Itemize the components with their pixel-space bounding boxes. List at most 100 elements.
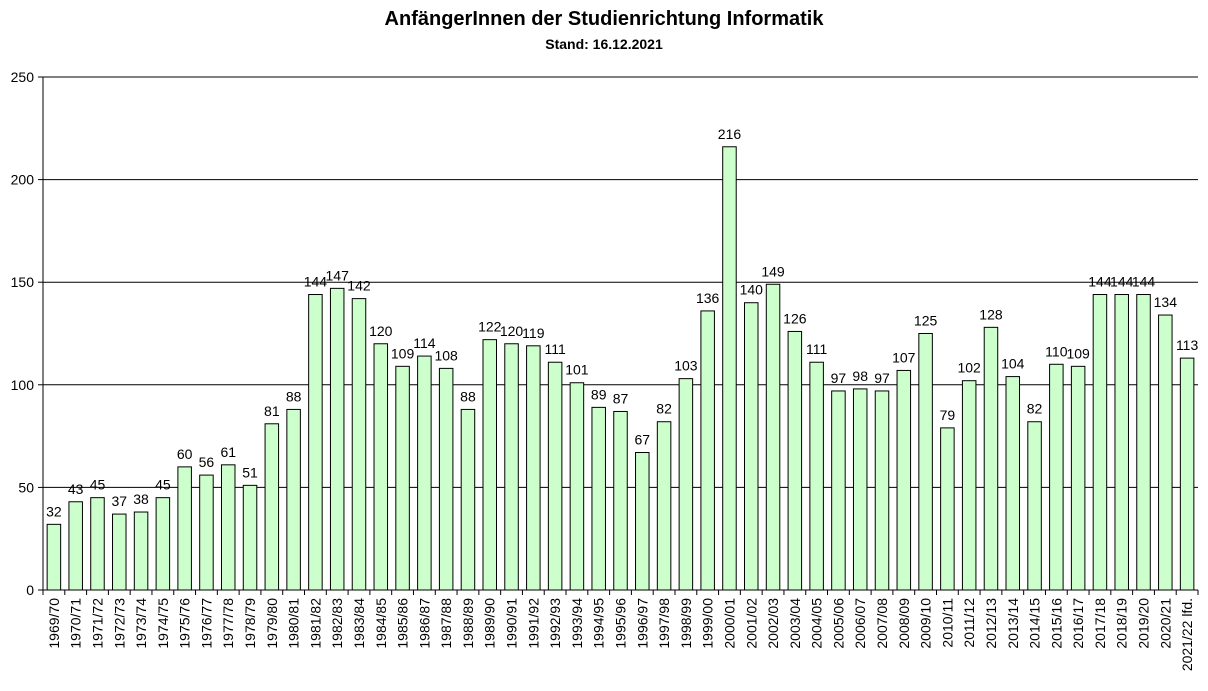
x-tick-label: 2006/07 bbox=[852, 598, 868, 649]
bar bbox=[1114, 294, 1129, 591]
bar bbox=[68, 501, 83, 591]
chart-title: AnfängerInnen der Studienrichtung Inform… bbox=[384, 8, 824, 30]
x-tick-label: 2002/03 bbox=[765, 598, 781, 649]
bar bbox=[961, 380, 977, 591]
x-tick-label: 2004/05 bbox=[809, 598, 825, 649]
data-label: 32 bbox=[46, 503, 62, 519]
data-label: 45 bbox=[90, 477, 106, 493]
x-tick-label: 1979/80 bbox=[264, 598, 280, 649]
data-label: 120 bbox=[500, 323, 524, 339]
data-label: 107 bbox=[892, 349, 916, 365]
data-label: 113 bbox=[1176, 337, 1199, 353]
data-label: 102 bbox=[957, 360, 981, 376]
bar bbox=[373, 343, 389, 591]
x-tick-label: 2001/02 bbox=[743, 598, 759, 649]
bar bbox=[722, 146, 737, 591]
bar bbox=[1179, 357, 1195, 591]
bar bbox=[678, 378, 694, 591]
x-tick-label: 1974/75 bbox=[155, 598, 171, 649]
bar bbox=[743, 302, 759, 591]
x-tick-label: 2019/20 bbox=[1136, 598, 1152, 649]
data-label: 103 bbox=[674, 358, 698, 374]
x-tick-label: 1999/00 bbox=[700, 598, 716, 649]
x-tick-label: 2021/22 lfd. bbox=[1179, 598, 1195, 671]
data-label: 51 bbox=[242, 464, 258, 480]
data-label: 109 bbox=[391, 345, 415, 361]
bar bbox=[765, 283, 781, 591]
bar bbox=[613, 410, 628, 591]
x-tick-label: 1984/85 bbox=[373, 598, 389, 649]
data-label: 101 bbox=[565, 362, 589, 378]
x-tick-label: 2005/06 bbox=[830, 598, 846, 649]
x-tick-label: 2016/17 bbox=[1070, 598, 1086, 649]
x-tick-label: 1971/72 bbox=[89, 598, 105, 649]
x-tick-label: 1973/74 bbox=[133, 598, 149, 649]
data-label: 82 bbox=[656, 401, 672, 417]
y-tick-label: 0 bbox=[26, 582, 34, 598]
bar bbox=[395, 365, 410, 591]
bar bbox=[983, 326, 999, 591]
data-label: 97 bbox=[831, 370, 847, 386]
x-tick-label: 2009/10 bbox=[918, 598, 934, 649]
data-label: 126 bbox=[783, 310, 807, 326]
data-label: 119 bbox=[522, 325, 545, 341]
data-label: 45 bbox=[155, 477, 171, 493]
bar bbox=[155, 497, 171, 591]
x-tick-label: 2010/11 bbox=[939, 598, 955, 648]
data-label: 67 bbox=[635, 432, 651, 448]
data-label: 144 bbox=[304, 274, 328, 290]
data-label: 79 bbox=[940, 407, 956, 423]
x-tick-label: 1992/93 bbox=[547, 598, 563, 649]
bar bbox=[438, 367, 454, 591]
x-tick-label: 1975/76 bbox=[177, 598, 193, 649]
bar bbox=[547, 361, 563, 591]
x-tick-label: 1990/91 bbox=[504, 598, 520, 649]
data-label: 87 bbox=[613, 390, 629, 406]
bar bbox=[526, 345, 541, 591]
data-label: 147 bbox=[326, 267, 350, 283]
chart-subtitle: Stand: 16.12.2021 bbox=[545, 36, 663, 52]
bar bbox=[569, 382, 585, 591]
x-tick-label: 2008/09 bbox=[896, 598, 912, 649]
x-tick-label: 2017/18 bbox=[1092, 598, 1108, 649]
x-tick-label: 1981/82 bbox=[307, 598, 323, 649]
bar bbox=[351, 298, 367, 591]
data-label: 37 bbox=[111, 493, 127, 509]
bar bbox=[220, 464, 236, 591]
x-tick-label: 1977/78 bbox=[220, 598, 236, 649]
data-label: 89 bbox=[591, 386, 607, 402]
bar bbox=[308, 294, 323, 591]
y-tick-label: 250 bbox=[11, 69, 35, 85]
data-label: 149 bbox=[761, 263, 785, 279]
data-label: 38 bbox=[133, 491, 149, 507]
data-label: 88 bbox=[286, 388, 302, 404]
x-tick-label: 1985/86 bbox=[395, 598, 411, 649]
bar bbox=[831, 390, 846, 591]
data-label: 110 bbox=[1045, 343, 1068, 359]
x-tick-label: 1970/71 bbox=[68, 598, 84, 649]
data-label: 108 bbox=[434, 347, 458, 363]
bar bbox=[286, 408, 301, 591]
data-label: 111 bbox=[806, 341, 827, 357]
x-tick-label: 2003/04 bbox=[787, 598, 803, 649]
data-label: 61 bbox=[220, 444, 236, 460]
bar bbox=[264, 423, 280, 591]
bar bbox=[1136, 294, 1151, 591]
y-tick-label: 100 bbox=[11, 377, 35, 393]
x-tick-label: 1994/95 bbox=[591, 598, 607, 649]
data-label: 144 bbox=[1132, 274, 1156, 290]
data-label: 98 bbox=[852, 368, 868, 384]
bar bbox=[700, 310, 715, 591]
bar bbox=[482, 339, 498, 591]
x-tick-label: 2015/16 bbox=[1048, 598, 1064, 649]
y-tick-label: 150 bbox=[11, 274, 35, 290]
data-label: 122 bbox=[478, 319, 502, 335]
y-tick-label: 200 bbox=[11, 172, 35, 188]
bar bbox=[417, 355, 432, 591]
bar bbox=[1027, 421, 1042, 591]
data-label: 60 bbox=[177, 446, 193, 462]
bar bbox=[1049, 363, 1064, 591]
bar bbox=[852, 388, 868, 591]
x-tick-label: 1978/79 bbox=[242, 598, 258, 649]
